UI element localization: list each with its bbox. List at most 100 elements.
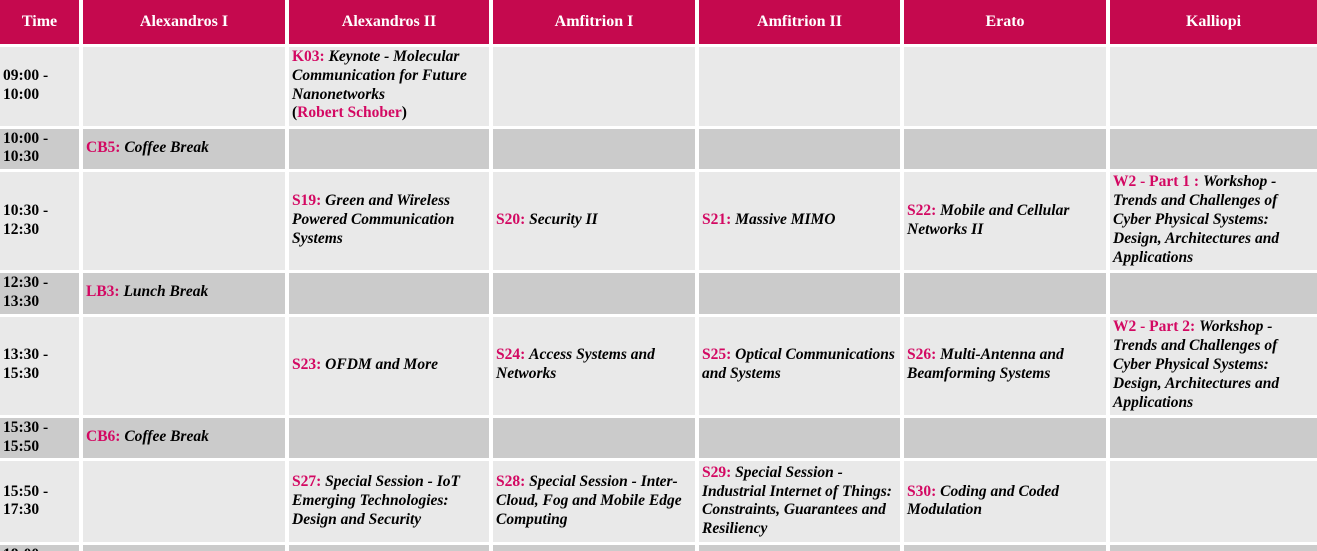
session-code: S24: [496, 346, 526, 364]
session-cell: S29: Special Session - Industrial Intern… [697, 459, 904, 546]
session-code: S25: [702, 346, 732, 364]
session-cell: S24: Access Systems and Networks [491, 315, 699, 418]
session-title: Keynote - Molecular Communication for Fu… [292, 47, 467, 103]
empty-cell [902, 45, 1110, 129]
session-title: Optical Communications and Systems [702, 346, 895, 383]
empty-cell [491, 271, 699, 317]
session-code: S21: [702, 211, 732, 229]
session-code: S23: [292, 355, 322, 373]
column-header-alexandros-i: Alexandros I [81, 0, 289, 47]
empty-cell [491, 45, 699, 129]
session-code: S19: [292, 192, 322, 210]
session-code: S27: [292, 473, 322, 491]
time-cell: 15:30 - 15:50 [0, 416, 83, 462]
session-cell: K03: Keynote - Molecular Communication f… [287, 45, 493, 129]
schedule-row: 09:00 - 10:00 K03: Keynote - Molecular Co… [0, 45, 1317, 129]
session-title: OFDM and More [325, 355, 438, 373]
time-cell: 12:30 - 13:30 [0, 271, 83, 317]
session-code: S20: [496, 211, 526, 229]
empty-cell [1108, 543, 1317, 551]
time-cell: 10:00 - 10:30 [0, 127, 83, 173]
session-title: Coffee Break [124, 138, 209, 156]
empty-cell [491, 416, 699, 462]
column-header-amfitrion-ii: Amfitrion II [697, 0, 904, 47]
session-cell: CB6: Coffee Break [81, 416, 289, 462]
session-cell: LB3: Lunch Break [81, 271, 289, 317]
session-code: S26: [907, 346, 937, 364]
empty-cell [1108, 416, 1317, 462]
schedule-row: 15:50 - 17:30 S27: Special Session - IoT … [0, 459, 1317, 546]
empty-cell [287, 271, 493, 317]
session-cell: S23: OFDM and More [287, 315, 493, 418]
session-title: Workshop - Trends and Challenges of Cybe… [1113, 317, 1280, 411]
session-title: Lunch Break [123, 283, 209, 301]
empty-cell [81, 315, 289, 418]
session-cell: S28: Special Session - Inter-Cloud, Fog … [491, 459, 699, 546]
session-cell: CB5: Coffee Break [81, 127, 289, 173]
empty-cell [491, 543, 699, 551]
session-title: Coding and Coded Modulation [907, 482, 1060, 519]
session-title: Green and Wireless Powered Communication… [292, 192, 455, 248]
schedule-header-row: Time Alexandros I Alexandros II Amfitrion I… [0, 0, 1317, 47]
column-header-amfitrion-i: Amfitrion I [491, 0, 699, 47]
time-cell: 10:30 - 12:30 [0, 170, 83, 273]
session-code: S28: [496, 473, 526, 491]
session-code: S22: [907, 201, 937, 219]
empty-cell [81, 170, 289, 273]
empty-cell [287, 127, 493, 173]
session-title: Special Session - Industrial Internet of… [702, 463, 892, 538]
session-title: Special Session - Inter-Cloud, Fog and M… [496, 473, 682, 528]
empty-cell [1108, 459, 1317, 546]
session-cell: S21: Massive MIMO [697, 170, 904, 273]
session-title: Mobile and Cellular Networks II [907, 201, 1070, 238]
session-code: K03: [292, 47, 325, 65]
column-header-erato: Erato [902, 0, 1110, 47]
session-code: LB3: [86, 283, 120, 301]
empty-cell [81, 459, 289, 546]
session-cell: S27: Special Session - IoT Emerging Tech… [287, 459, 493, 546]
session-speaker-line: (Robert Schober) [292, 104, 407, 122]
empty-cell [697, 271, 904, 317]
empty-cell [1108, 45, 1317, 129]
session-cell: S20: Security II [491, 170, 699, 273]
session-cell: S25: Optical Communications and Systems [697, 315, 904, 418]
empty-cell [1108, 127, 1317, 173]
empty-cell [287, 416, 493, 462]
session-code: CB5: [86, 138, 121, 156]
schedule-row: 15:30 - 15:50 CB6: Coffee Break [0, 416, 1317, 462]
schedule-row: 10:30 - 12:30 S19: Green and Wireless Pow… [0, 170, 1317, 273]
empty-cell [81, 543, 289, 551]
session-cell: S30: Coding and Coded Modulation [902, 459, 1110, 546]
column-header-kalliopi: Kalliopi [1108, 0, 1317, 47]
schedule-row: 13:30 - 15:30 S23: OFDM and More S24: Acce… [0, 315, 1317, 418]
session-speaker: Robert Schober [297, 104, 402, 122]
session-code: W2 - Part 2: [1113, 317, 1196, 335]
session-code: S30: [907, 482, 937, 500]
schedule-row: 18:00 - 18:45 CL: Closing Session [0, 543, 1317, 551]
empty-cell [902, 543, 1110, 551]
session-title: Access Systems and Networks [496, 346, 655, 383]
empty-cell [697, 416, 904, 462]
time-cell: 09:00 - 10:00 [0, 45, 83, 129]
empty-cell [81, 45, 289, 129]
empty-cell [697, 45, 904, 129]
schedule-row: 12:30 - 13:30 LB3: Lunch Break [0, 271, 1317, 317]
schedule-row: 10:00 - 10:30 CB5: Coffee Break [0, 127, 1317, 173]
empty-cell [697, 543, 904, 551]
session-code: S29: [702, 463, 732, 481]
session-title: Security II [529, 211, 598, 229]
session-code: CB6: [86, 428, 121, 446]
empty-cell [902, 416, 1110, 462]
schedule-body: 09:00 - 10:00 K03: Keynote - Molecular Co… [0, 45, 1317, 551]
session-cell: S26: Multi-Antenna and Beamforming Syste… [902, 315, 1110, 418]
session-cell: S19: Green and Wireless Powered Communic… [287, 170, 493, 273]
session-cell: CL: Closing Session [287, 543, 493, 551]
time-cell: 18:00 - 18:45 [0, 543, 83, 551]
empty-cell [491, 127, 699, 173]
empty-cell [902, 271, 1110, 317]
session-cell: W2 - Part 1 : Workshop - Trends and Chal… [1108, 170, 1317, 273]
session-title: Massive MIMO [735, 211, 836, 229]
session-title: Special Session - IoT Emerging Technolog… [292, 473, 460, 528]
session-cell: W2 - Part 2: Workshop - Trends and Chall… [1108, 315, 1317, 418]
